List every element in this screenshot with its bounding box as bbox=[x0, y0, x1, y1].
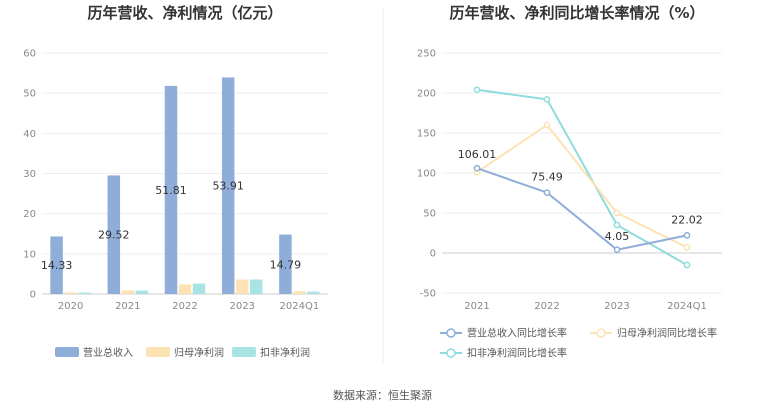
line-chart-y-axis: -50 0 50 100 150 200 250 bbox=[417, 49, 436, 300]
bar-0-3 bbox=[221, 77, 235, 294]
bar-value-label: 14.79 bbox=[270, 258, 302, 271]
bar-chart-value-labels: 14.33 29.52 51.81 53.91 14.79 bbox=[41, 180, 301, 272]
line-x-tick-label: 2024Q1 bbox=[667, 301, 707, 312]
line-x-tick-label: 2021 bbox=[464, 301, 489, 312]
line-legend-label: 归母净利润同比增长率 bbox=[617, 327, 717, 340]
line-legend-label: 扣非净利润同比增长率 bbox=[467, 347, 567, 360]
bar-y-tick-label: 50 bbox=[23, 89, 36, 100]
bar-2-0 bbox=[78, 292, 91, 294]
bar-2-3 bbox=[249, 279, 263, 294]
bar-chart-legend: 营业总收入 归母净利润 扣非净利润 bbox=[55, 346, 310, 359]
line-y-tick-label: 100 bbox=[417, 169, 436, 180]
bar-legend-label: 扣非净利润 bbox=[260, 346, 310, 359]
bar-legend-label: 营业总收入 bbox=[83, 346, 133, 359]
line-chart-x-axis: 2021 2022 2023 2024Q1 bbox=[464, 301, 707, 312]
line-x-tick-label: 2023 bbox=[604, 301, 629, 312]
line-point-0-2 bbox=[613, 246, 621, 254]
line-point-0-3 bbox=[683, 232, 691, 239]
line-point-2-1 bbox=[543, 96, 551, 103]
line-legend-marker bbox=[596, 328, 606, 338]
line-value-label: 75.49 bbox=[531, 171, 563, 184]
line-value-label: 106.01 bbox=[458, 148, 497, 161]
line-chart-value-labels: 106.01 75.49 4.05 22.02 bbox=[458, 148, 703, 243]
line-y-tick-label: 0 bbox=[430, 249, 436, 260]
bar-0-0 bbox=[50, 236, 63, 294]
line-legend-marker bbox=[446, 348, 456, 358]
line-y-tick-label: 50 bbox=[423, 209, 436, 220]
bar-y-tick-label: 0 bbox=[30, 290, 36, 301]
line-y-tick-label: 150 bbox=[417, 129, 436, 140]
bar-chart-title: 历年营收、净利情况（亿元） bbox=[87, 4, 282, 22]
line-y-tick-label: 200 bbox=[417, 89, 436, 100]
bar-value-label: 14.33 bbox=[41, 259, 73, 272]
line-point-0-0 bbox=[473, 164, 481, 172]
bar-2-1 bbox=[135, 290, 149, 294]
bar-x-tick-label: 2023 bbox=[229, 301, 254, 312]
bar-x-tick-label: 2020 bbox=[58, 301, 83, 312]
data-source: 数据来源：恒生聚源 bbox=[333, 388, 432, 402]
bar-2-4 bbox=[307, 291, 320, 294]
line-x-tick-label: 2022 bbox=[534, 301, 559, 312]
bar-2-2 bbox=[192, 283, 206, 294]
line-point-2-2 bbox=[613, 221, 621, 229]
line-value-label: 22.02 bbox=[671, 213, 703, 226]
line-point-1-2 bbox=[613, 209, 621, 217]
bar-value-label: 29.52 bbox=[98, 229, 130, 242]
bar-0-2 bbox=[164, 85, 178, 294]
line-point-2-0 bbox=[473, 86, 481, 94]
bar-chart-y-axis: 0 10 20 30 40 50 60 bbox=[23, 49, 36, 301]
bar-0-1 bbox=[107, 175, 121, 294]
bar-y-tick-label: 10 bbox=[23, 249, 36, 260]
bar-y-tick-label: 40 bbox=[23, 129, 36, 140]
bar-x-tick-label: 2021 bbox=[115, 301, 140, 312]
line-point-1-1 bbox=[543, 121, 551, 129]
bar-legend-label: 归母净利润 bbox=[174, 346, 224, 359]
line-chart-series bbox=[473, 86, 691, 269]
bar-chart-x-axis: 2020 2021 2022 2023 2024Q1 bbox=[58, 301, 319, 312]
line-point-0-1 bbox=[543, 189, 551, 196]
bar-1-4 bbox=[293, 291, 306, 294]
bar-chart-grid bbox=[42, 52, 328, 295]
bar-x-tick-label: 2024Q1 bbox=[280, 301, 320, 312]
bar-y-tick-label: 60 bbox=[23, 49, 36, 60]
line-point-2-3 bbox=[683, 261, 691, 269]
bar-y-tick-label: 30 bbox=[23, 169, 36, 180]
line-legend-marker bbox=[446, 328, 456, 338]
bar-0-4 bbox=[279, 234, 292, 294]
bar-1-1 bbox=[121, 290, 135, 294]
bar-value-label: 51.81 bbox=[155, 184, 187, 197]
bar-legend-swatch bbox=[232, 347, 256, 357]
line-y-tick-label: -50 bbox=[420, 289, 436, 300]
line-legend-label: 营业总收入同比增长率 bbox=[467, 327, 567, 340]
bar-1-3 bbox=[235, 279, 249, 294]
line-point-1-3 bbox=[683, 244, 691, 251]
bar-1-0 bbox=[64, 292, 77, 294]
bar-chart-bars bbox=[50, 77, 320, 294]
line-value-label: 4.05 bbox=[605, 230, 630, 243]
bar-1-2 bbox=[178, 284, 192, 294]
bar-x-tick-label: 2022 bbox=[172, 301, 197, 312]
line-series-1 bbox=[476, 123, 688, 249]
line-y-tick-label: 250 bbox=[417, 49, 436, 60]
line-series-2 bbox=[476, 88, 688, 266]
bar-legend-swatch bbox=[55, 347, 79, 357]
bar-value-label: 53.91 bbox=[212, 180, 244, 193]
line-series-0 bbox=[476, 167, 688, 251]
line-chart-grid bbox=[442, 52, 722, 294]
line-chart-title: 历年营收、净利同比增长率情况（%） bbox=[449, 4, 704, 22]
bar-legend-swatch bbox=[146, 347, 170, 357]
bar-y-tick-label: 20 bbox=[23, 209, 36, 220]
